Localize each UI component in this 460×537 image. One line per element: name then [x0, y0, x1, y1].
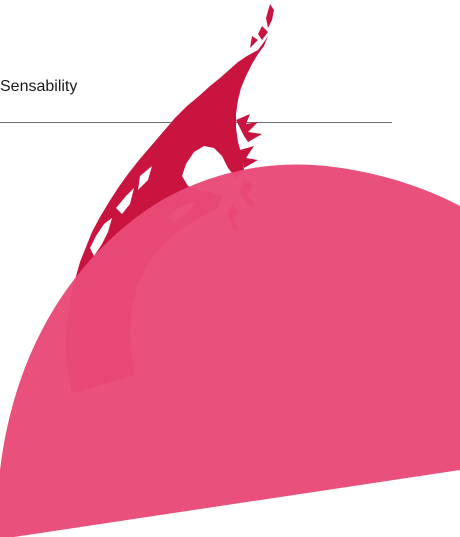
pink-half-disc — [0, 164, 460, 537]
brand-name: Sensability — [0, 78, 78, 95]
